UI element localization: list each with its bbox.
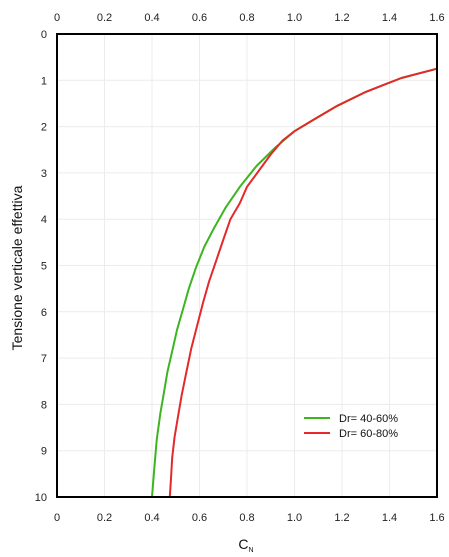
series-layer: [151, 67, 438, 498]
legend-label-1: Dr= 40-60%: [339, 413, 398, 425]
y-tick-label: 2: [41, 122, 47, 134]
x-tick-label-bottom: 0.4: [144, 512, 159, 524]
x-tick-label-bottom: 0.6: [192, 512, 207, 524]
x-tick-label-top: 1.4: [382, 12, 397, 24]
x-tick-label-bottom: 1.2: [334, 512, 349, 524]
x-tick-label-top: 0.4: [144, 12, 159, 24]
y-tick-label: 5: [41, 261, 47, 273]
x-tick-label-bottom: 0: [54, 512, 60, 524]
x-tick-label-top: 1.2: [334, 12, 349, 24]
y-tick-label: 0: [41, 29, 47, 41]
x-tick-label-top: 0.2: [97, 12, 112, 24]
y-tick-label: 8: [41, 399, 47, 411]
grid: [56, 33, 438, 498]
y-axis-label: Tensione verticale effettiva: [9, 185, 25, 350]
x-axis-label: CN: [238, 536, 253, 554]
x-tick-label-bottom: 0.8: [239, 512, 254, 524]
y-tick-label: 4: [41, 214, 47, 226]
y-tick-label: 3: [41, 168, 47, 180]
x-tick-label-bottom: 1.4: [382, 512, 397, 524]
x-tick-label-top: 0.6: [192, 12, 207, 24]
x-tick-label-top: 0: [54, 12, 60, 24]
y-tick-label: 9: [41, 446, 47, 458]
legend: Dr= 40-60% Dr= 60-80%: [304, 413, 398, 440]
y-tick-label: 6: [41, 307, 47, 319]
x-axis-label-subscript: N: [249, 547, 254, 554]
x-tick-label-top: 1.0: [287, 12, 302, 24]
y-tick-label: 7: [41, 353, 47, 365]
x-tick-label-top: 0.8: [239, 12, 254, 24]
series-line-2: [168, 67, 438, 498]
x-tick-label-bottom: 1.6: [429, 512, 444, 524]
x-tick-label-bottom: 0.2: [97, 512, 112, 524]
ticks-layer: 000.20.20.40.40.60.60.80.81.01.01.21.21.…: [35, 12, 445, 524]
plot-frame: [56, 33, 438, 498]
x-tick-label-bottom: 1.0: [287, 512, 302, 524]
legend-label-2: Dr= 60-80%: [339, 428, 398, 440]
y-tick-label: 1: [41, 75, 47, 87]
x-tick-label-top: 1.6: [429, 12, 444, 24]
y-tick-label: 10: [35, 492, 47, 504]
